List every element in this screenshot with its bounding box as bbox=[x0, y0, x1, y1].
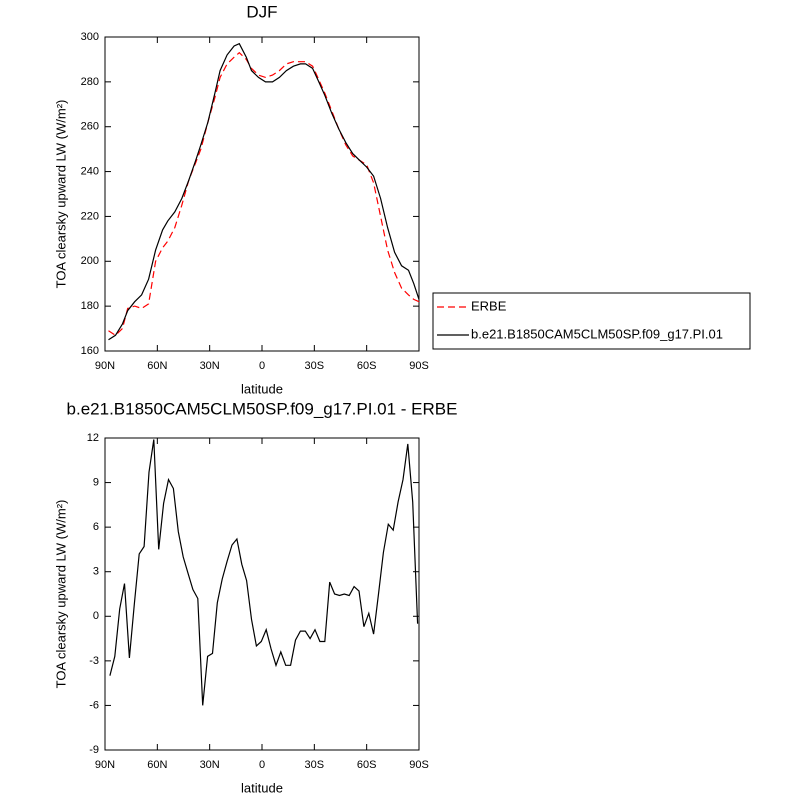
data-line bbox=[108, 51, 420, 337]
x-tick-label: 0 bbox=[259, 759, 265, 771]
chart-title: b.e21.B1850CAM5CLM50SP.f09_g17.PI.01 - E… bbox=[67, 399, 458, 418]
y-tick-label: -3 bbox=[89, 655, 99, 667]
y-tick-label: -6 bbox=[89, 699, 99, 711]
y-tick-label: 0 bbox=[93, 610, 99, 622]
x-tick-label: 0 bbox=[259, 360, 265, 372]
y-tick-label: 180 bbox=[81, 300, 99, 312]
y-tick-label: 280 bbox=[81, 76, 99, 88]
data-line bbox=[109, 439, 419, 706]
y-tick-label: 6 bbox=[93, 521, 99, 533]
y-tick-label: 260 bbox=[81, 121, 99, 133]
plot-frame bbox=[104, 36, 420, 352]
x-tick-label: 60S bbox=[357, 759, 377, 771]
y-tick-label: 240 bbox=[81, 165, 99, 177]
x-tick-label: 60S bbox=[357, 360, 377, 372]
y-axis-label: TOA clearsky upward LW (W/m²) bbox=[53, 500, 68, 689]
x-axis-label: latitude bbox=[241, 780, 283, 795]
x-tick-label: 30N bbox=[200, 759, 220, 771]
x-tick-label: 30N bbox=[200, 360, 220, 372]
x-tick-label: 90N bbox=[95, 759, 115, 771]
legend-label: b.e21.B1850CAM5CLM50SP.f09_g17.PI.01 bbox=[471, 326, 723, 341]
y-tick-label: 220 bbox=[81, 210, 99, 222]
x-tick-label: 90S bbox=[409, 759, 429, 771]
y-axis-label: TOA clearsky upward LW (W/m²) bbox=[53, 100, 68, 289]
y-tick-label: 300 bbox=[81, 31, 99, 43]
y-tick-label: -9 bbox=[89, 744, 99, 756]
x-tick-label: 90S bbox=[409, 360, 429, 372]
x-tick-label: 90N bbox=[95, 360, 115, 372]
x-tick-label: 60N bbox=[147, 360, 167, 372]
y-tick-label: 3 bbox=[93, 566, 99, 578]
data-line bbox=[108, 42, 420, 341]
legend-label: ERBE bbox=[471, 298, 507, 313]
legend-box bbox=[432, 292, 751, 350]
y-tick-label: 160 bbox=[81, 345, 99, 357]
y-tick-label: 12 bbox=[87, 432, 99, 444]
y-tick-label: 9 bbox=[93, 476, 99, 488]
x-axis-label: latitude bbox=[241, 381, 283, 396]
x-tick-label: 30S bbox=[305, 360, 325, 372]
x-tick-label: 60N bbox=[147, 759, 167, 771]
plot-frame bbox=[104, 437, 420, 751]
chart-title: DJF bbox=[246, 2, 277, 21]
x-tick-label: 30S bbox=[305, 759, 325, 771]
y-tick-label: 200 bbox=[81, 255, 99, 267]
